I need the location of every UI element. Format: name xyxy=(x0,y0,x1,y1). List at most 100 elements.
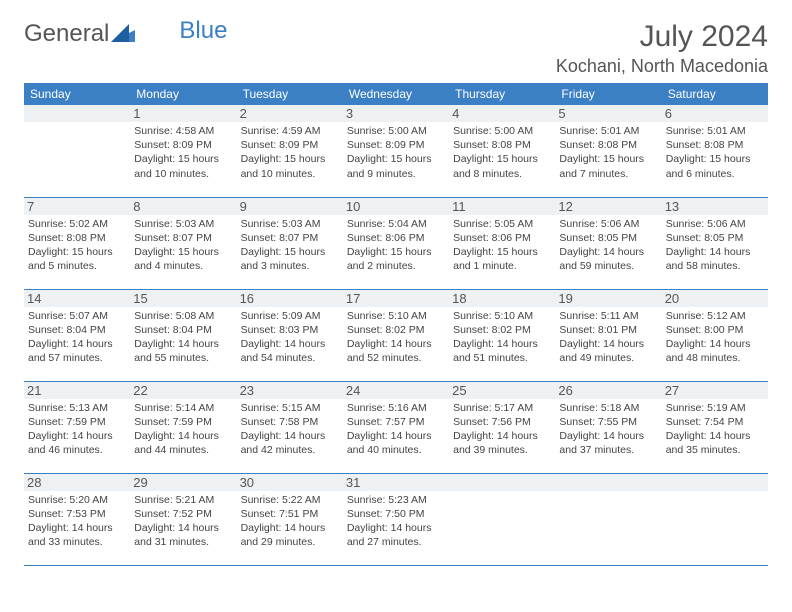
cell-text: Sunrise: 5:03 AM xyxy=(134,217,232,231)
calendar-cell: 13Sunrise: 5:06 AMSunset: 8:05 PMDayligh… xyxy=(662,197,768,289)
cell-text: Sunset: 8:06 PM xyxy=(453,231,551,245)
calendar-row: 7Sunrise: 5:02 AMSunset: 8:08 PMDaylight… xyxy=(24,197,768,289)
day-number: 18 xyxy=(449,290,555,307)
title-block: July 2024 Kochani, North Macedonia xyxy=(556,20,768,77)
logo-icon xyxy=(111,21,135,49)
day-number: 2 xyxy=(237,105,343,122)
day-number: 10 xyxy=(343,198,449,215)
header: General Blue July 2024 Kochani, North Ma… xyxy=(24,20,768,77)
cell-text: Daylight: 14 hours xyxy=(666,429,764,443)
day-number: 12 xyxy=(555,198,661,215)
calendar-cell: 11Sunrise: 5:05 AMSunset: 8:06 PMDayligh… xyxy=(449,197,555,289)
day-number: 16 xyxy=(237,290,343,307)
cell-text: Sunrise: 5:03 AM xyxy=(241,217,339,231)
calendar-cell: 1Sunrise: 4:58 AMSunset: 8:09 PMDaylight… xyxy=(130,105,236,197)
cell-text: Sunset: 7:52 PM xyxy=(134,507,232,521)
cell-text: Sunset: 8:05 PM xyxy=(559,231,657,245)
calendar-row: 21Sunrise: 5:13 AMSunset: 7:59 PMDayligh… xyxy=(24,381,768,473)
calendar-cell xyxy=(662,473,768,565)
cell-text: Sunset: 8:07 PM xyxy=(241,231,339,245)
cell-text: and 40 minutes. xyxy=(347,443,445,457)
logo-word1: General xyxy=(24,20,109,48)
calendar-cell: 7Sunrise: 5:02 AMSunset: 8:08 PMDaylight… xyxy=(24,197,130,289)
cell-text: and 1 minute. xyxy=(453,259,551,273)
cell-text: Sunset: 8:08 PM xyxy=(666,138,764,152)
cell-text: and 58 minutes. xyxy=(666,259,764,273)
cell-text: and 44 minutes. xyxy=(134,443,232,457)
cell-text: Daylight: 15 hours xyxy=(134,152,232,166)
cell-text: and 55 minutes. xyxy=(134,351,232,365)
calendar-row: 1Sunrise: 4:58 AMSunset: 8:09 PMDaylight… xyxy=(24,105,768,197)
calendar-cell: 28Sunrise: 5:20 AMSunset: 7:53 PMDayligh… xyxy=(24,473,130,565)
cell-text: Daylight: 15 hours xyxy=(134,245,232,259)
day-number: 31 xyxy=(343,474,449,491)
weekday-header: Wednesday xyxy=(343,83,449,105)
weekday-header: Saturday xyxy=(662,83,768,105)
cell-text: and 54 minutes. xyxy=(241,351,339,365)
day-number: 21 xyxy=(24,382,130,399)
weekday-row: SundayMondayTuesdayWednesdayThursdayFrid… xyxy=(24,83,768,105)
day-number: 15 xyxy=(130,290,236,307)
day-number-empty xyxy=(449,474,555,491)
cell-text: Sunset: 7:59 PM xyxy=(134,415,232,429)
cell-text: Sunset: 8:08 PM xyxy=(559,138,657,152)
cell-text: and 4 minutes. xyxy=(134,259,232,273)
cell-text: Sunrise: 5:17 AM xyxy=(453,401,551,415)
day-number: 22 xyxy=(130,382,236,399)
day-number: 6 xyxy=(662,105,768,122)
cell-text: Daylight: 15 hours xyxy=(28,245,126,259)
cell-text: and 31 minutes. xyxy=(134,535,232,549)
cell-text: Sunrise: 5:21 AM xyxy=(134,493,232,507)
cell-text: and 8 minutes. xyxy=(453,167,551,181)
calendar-row: 28Sunrise: 5:20 AMSunset: 7:53 PMDayligh… xyxy=(24,473,768,565)
day-number: 20 xyxy=(662,290,768,307)
cell-text: Daylight: 14 hours xyxy=(28,521,126,535)
cell-text: Sunset: 7:57 PM xyxy=(347,415,445,429)
cell-text: Sunrise: 5:15 AM xyxy=(241,401,339,415)
calendar-cell: 31Sunrise: 5:23 AMSunset: 7:50 PMDayligh… xyxy=(343,473,449,565)
cell-text: Sunset: 8:02 PM xyxy=(453,323,551,337)
cell-text: Sunset: 8:08 PM xyxy=(453,138,551,152)
cell-text: Daylight: 14 hours xyxy=(347,521,445,535)
calendar-cell: 8Sunrise: 5:03 AMSunset: 8:07 PMDaylight… xyxy=(130,197,236,289)
cell-text: Sunset: 8:04 PM xyxy=(134,323,232,337)
cell-text: Daylight: 15 hours xyxy=(453,245,551,259)
calendar-cell: 4Sunrise: 5:00 AMSunset: 8:08 PMDaylight… xyxy=(449,105,555,197)
cell-text: and 51 minutes. xyxy=(453,351,551,365)
calendar-cell: 3Sunrise: 5:00 AMSunset: 8:09 PMDaylight… xyxy=(343,105,449,197)
day-number-empty xyxy=(24,105,130,122)
cell-text: Daylight: 14 hours xyxy=(241,429,339,443)
cell-text: Sunset: 8:03 PM xyxy=(241,323,339,337)
cell-text: and 59 minutes. xyxy=(559,259,657,273)
cell-text: Daylight: 14 hours xyxy=(559,429,657,443)
calendar-cell: 10Sunrise: 5:04 AMSunset: 8:06 PMDayligh… xyxy=(343,197,449,289)
cell-text: Sunset: 8:01 PM xyxy=(559,323,657,337)
cell-text: and 37 minutes. xyxy=(559,443,657,457)
cell-text: Daylight: 15 hours xyxy=(241,245,339,259)
cell-text: and 29 minutes. xyxy=(241,535,339,549)
day-number: 1 xyxy=(130,105,236,122)
cell-text: Sunrise: 5:10 AM xyxy=(453,309,551,323)
calendar-cell: 2Sunrise: 4:59 AMSunset: 8:09 PMDaylight… xyxy=(237,105,343,197)
cell-text: and 2 minutes. xyxy=(347,259,445,273)
calendar-cell: 18Sunrise: 5:10 AMSunset: 8:02 PMDayligh… xyxy=(449,289,555,381)
cell-text: Sunset: 7:56 PM xyxy=(453,415,551,429)
calendar-cell: 16Sunrise: 5:09 AMSunset: 8:03 PMDayligh… xyxy=(237,289,343,381)
cell-text: Sunrise: 5:04 AM xyxy=(347,217,445,231)
month-title: July 2024 xyxy=(556,20,768,54)
cell-text: and 49 minutes. xyxy=(559,351,657,365)
day-number: 7 xyxy=(24,198,130,215)
cell-text: Sunset: 7:50 PM xyxy=(347,507,445,521)
cell-text: Sunset: 8:08 PM xyxy=(28,231,126,245)
cell-text: Daylight: 15 hours xyxy=(347,245,445,259)
cell-text: Daylight: 14 hours xyxy=(28,429,126,443)
cell-text: Daylight: 14 hours xyxy=(347,429,445,443)
cell-text: and 35 minutes. xyxy=(666,443,764,457)
cell-text: Sunrise: 5:20 AM xyxy=(28,493,126,507)
cell-text: Sunset: 7:53 PM xyxy=(28,507,126,521)
cell-text: Sunrise: 5:09 AM xyxy=(241,309,339,323)
calendar-body: 1Sunrise: 4:58 AMSunset: 8:09 PMDaylight… xyxy=(24,105,768,565)
day-number: 25 xyxy=(449,382,555,399)
calendar-cell: 17Sunrise: 5:10 AMSunset: 8:02 PMDayligh… xyxy=(343,289,449,381)
cell-text: Sunrise: 5:08 AM xyxy=(134,309,232,323)
